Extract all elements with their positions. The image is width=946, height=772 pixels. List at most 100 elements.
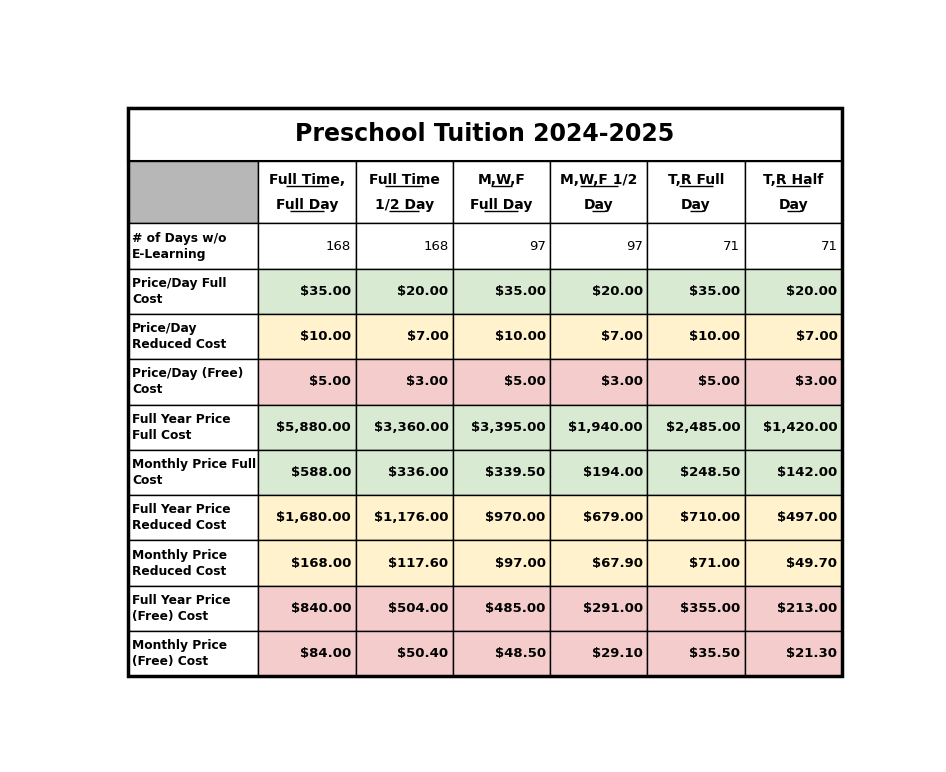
Text: $21.30: $21.30 xyxy=(786,647,837,660)
Bar xyxy=(550,405,647,450)
Text: Full Year Price
(Free) Cost: Full Year Price (Free) Cost xyxy=(132,594,231,623)
Text: $7.00: $7.00 xyxy=(601,330,643,344)
Bar xyxy=(550,450,647,495)
Bar xyxy=(745,540,842,586)
Text: Full Time: Full Time xyxy=(369,173,440,187)
Bar xyxy=(356,359,453,405)
Text: $1,940.00: $1,940.00 xyxy=(569,421,643,434)
Bar xyxy=(453,540,550,586)
Text: 97: 97 xyxy=(626,239,643,252)
Bar xyxy=(550,495,647,540)
Text: $29.10: $29.10 xyxy=(592,647,643,660)
Text: $355.00: $355.00 xyxy=(680,602,740,615)
Text: $35.00: $35.00 xyxy=(689,285,740,298)
Bar xyxy=(128,223,258,269)
Text: $7.00: $7.00 xyxy=(796,330,837,344)
Text: Price/Day (Free)
Cost: Price/Day (Free) Cost xyxy=(132,367,243,397)
Text: Day: Day xyxy=(584,198,614,212)
Bar xyxy=(128,495,258,540)
Bar xyxy=(453,161,550,223)
Text: $1,420.00: $1,420.00 xyxy=(762,421,837,434)
Bar xyxy=(647,631,745,676)
Text: $50.40: $50.40 xyxy=(397,647,448,660)
Bar xyxy=(356,161,453,223)
Bar xyxy=(745,314,842,359)
Text: $339.50: $339.50 xyxy=(485,466,546,479)
Text: Preschool Tuition 2024-2025: Preschool Tuition 2024-2025 xyxy=(295,122,674,146)
Bar xyxy=(356,540,453,586)
Bar xyxy=(258,586,356,631)
Bar xyxy=(356,269,453,314)
Bar xyxy=(550,631,647,676)
Text: $10.00: $10.00 xyxy=(300,330,351,344)
Bar xyxy=(258,450,356,495)
Bar xyxy=(745,495,842,540)
Text: $485.00: $485.00 xyxy=(485,602,546,615)
Bar xyxy=(745,223,842,269)
Bar xyxy=(647,359,745,405)
Text: Full Day: Full Day xyxy=(275,198,338,212)
Text: 97: 97 xyxy=(529,239,546,252)
Bar xyxy=(128,540,258,586)
Text: $10.00: $10.00 xyxy=(495,330,546,344)
Bar xyxy=(647,586,745,631)
Text: $504.00: $504.00 xyxy=(388,602,448,615)
Text: $71.00: $71.00 xyxy=(690,557,740,570)
Text: $1,176.00: $1,176.00 xyxy=(374,511,448,524)
Text: $20.00: $20.00 xyxy=(397,285,448,298)
Text: $336.00: $336.00 xyxy=(388,466,448,479)
Text: $588.00: $588.00 xyxy=(290,466,351,479)
Text: $20.00: $20.00 xyxy=(786,285,837,298)
Bar xyxy=(128,314,258,359)
Text: Day: Day xyxy=(681,198,710,212)
Bar xyxy=(453,359,550,405)
Text: $970.00: $970.00 xyxy=(485,511,546,524)
Bar xyxy=(356,405,453,450)
Text: $3,395.00: $3,395.00 xyxy=(471,421,546,434)
Text: $710.00: $710.00 xyxy=(680,511,740,524)
Text: Full Time,: Full Time, xyxy=(269,173,345,187)
Bar xyxy=(258,405,356,450)
Text: $3.00: $3.00 xyxy=(601,375,643,388)
Text: M,W,F 1/2: M,W,F 1/2 xyxy=(560,173,638,187)
Bar xyxy=(128,107,842,161)
Bar xyxy=(453,495,550,540)
Bar xyxy=(453,223,550,269)
Bar xyxy=(258,223,356,269)
Text: $5.00: $5.00 xyxy=(309,375,351,388)
Text: Price/Day
Reduced Cost: Price/Day Reduced Cost xyxy=(132,322,226,351)
Bar xyxy=(356,223,453,269)
Bar xyxy=(647,540,745,586)
Text: # of Days w/o
E-Learning: # of Days w/o E-Learning xyxy=(132,232,227,261)
Bar xyxy=(453,269,550,314)
Bar xyxy=(647,450,745,495)
Text: $3.00: $3.00 xyxy=(796,375,837,388)
Bar xyxy=(258,314,356,359)
Bar xyxy=(453,405,550,450)
Text: $3.00: $3.00 xyxy=(407,375,448,388)
Bar xyxy=(128,161,258,223)
Text: 168: 168 xyxy=(326,239,351,252)
Text: 71: 71 xyxy=(723,239,740,252)
Text: $5.00: $5.00 xyxy=(698,375,740,388)
Text: $20.00: $20.00 xyxy=(592,285,643,298)
Bar xyxy=(550,223,647,269)
Bar xyxy=(745,586,842,631)
Text: $5.00: $5.00 xyxy=(504,375,546,388)
Text: $117.60: $117.60 xyxy=(388,557,448,570)
Bar xyxy=(745,161,842,223)
Text: 1/2 Day: 1/2 Day xyxy=(375,198,433,212)
Text: M,W,F: M,W,F xyxy=(478,173,525,187)
Bar xyxy=(745,450,842,495)
Text: Day: Day xyxy=(779,198,808,212)
Text: $5,880.00: $5,880.00 xyxy=(276,421,351,434)
Bar xyxy=(647,269,745,314)
Bar xyxy=(550,269,647,314)
Bar xyxy=(647,405,745,450)
Text: Full Day: Full Day xyxy=(470,198,533,212)
Text: $168.00: $168.00 xyxy=(290,557,351,570)
Bar xyxy=(647,223,745,269)
Bar xyxy=(128,450,258,495)
Bar xyxy=(647,161,745,223)
Bar xyxy=(550,314,647,359)
